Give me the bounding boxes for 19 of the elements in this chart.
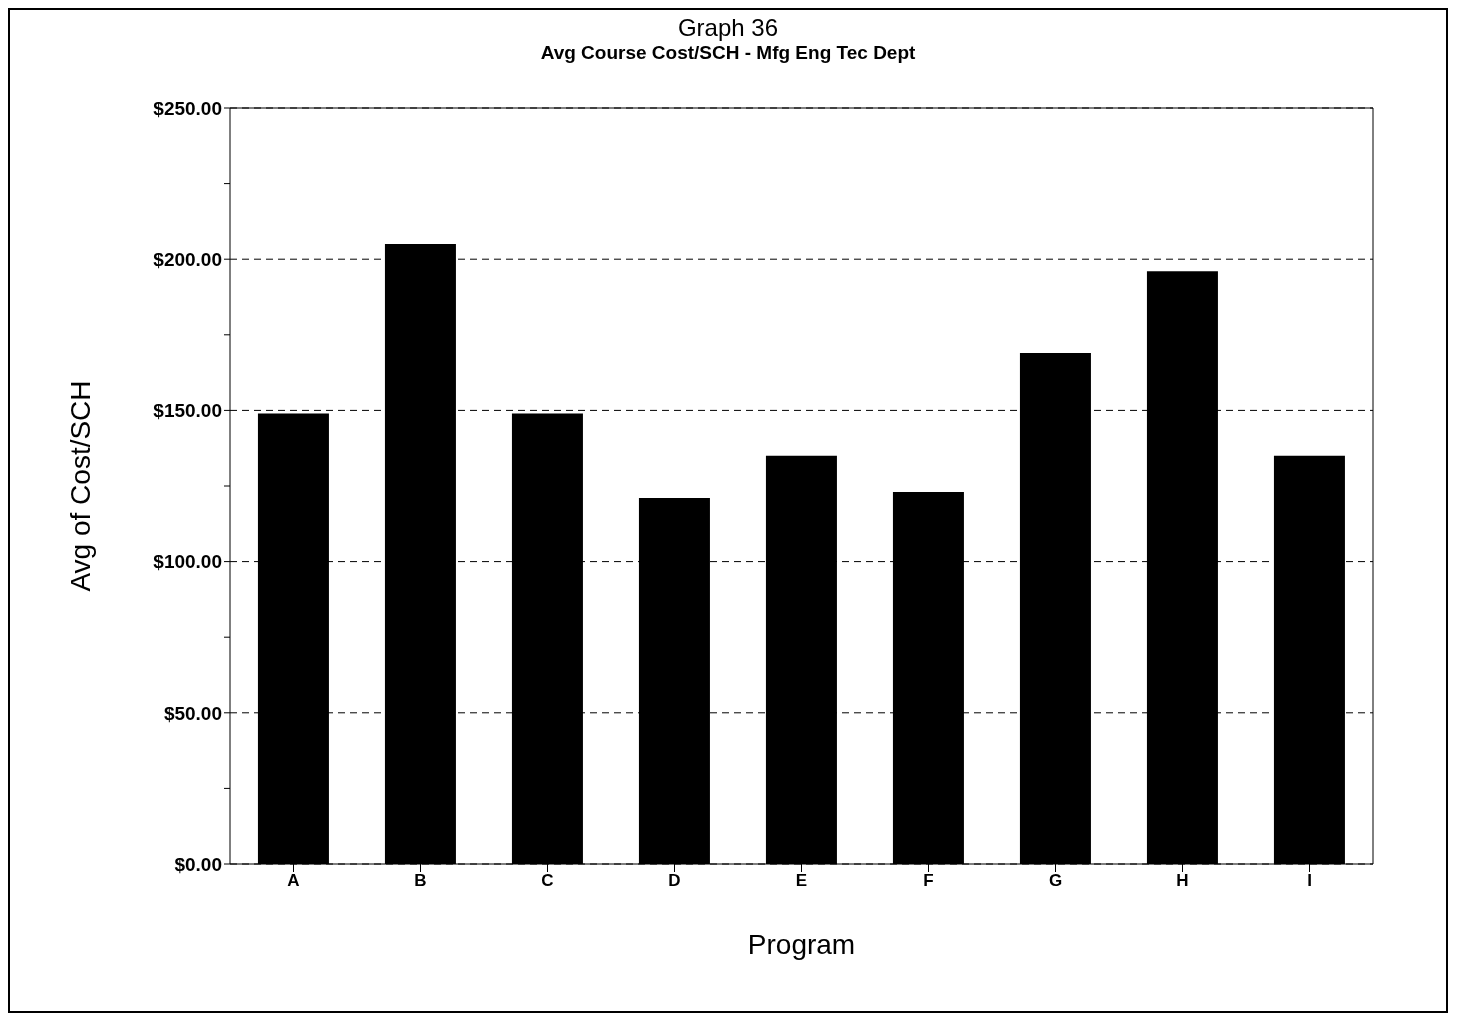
y-tick-label: $250.00 xyxy=(153,97,222,119)
chart-title: Graph 36 xyxy=(676,14,780,42)
x-tick-label: A xyxy=(287,871,300,891)
y-tick-label: $100.00 xyxy=(153,551,222,573)
x-tick-label: G xyxy=(1048,871,1063,891)
x-tick-label: D xyxy=(668,871,681,891)
y-tick-label: $150.00 xyxy=(153,400,222,422)
x-axis-title: Program xyxy=(747,929,856,960)
chart-subtitle: Avg Course Cost/SCH - Mfg Eng Tec Dept xyxy=(539,42,917,64)
y-axis-title: Avg of Cost/SCH xyxy=(64,380,96,592)
x-tick-label: F xyxy=(923,871,934,891)
y-tick-label: $200.00 xyxy=(153,248,222,270)
x-tick-label: I xyxy=(1307,871,1312,891)
y-tick-label: $50.00 xyxy=(163,702,222,724)
x-tick-label: E xyxy=(795,871,808,891)
y-tick-label: $0.00 xyxy=(174,853,222,875)
x-tick-label: H xyxy=(1176,871,1189,891)
x-tick-label: B xyxy=(414,871,427,891)
x-tick-label: C xyxy=(541,871,554,891)
